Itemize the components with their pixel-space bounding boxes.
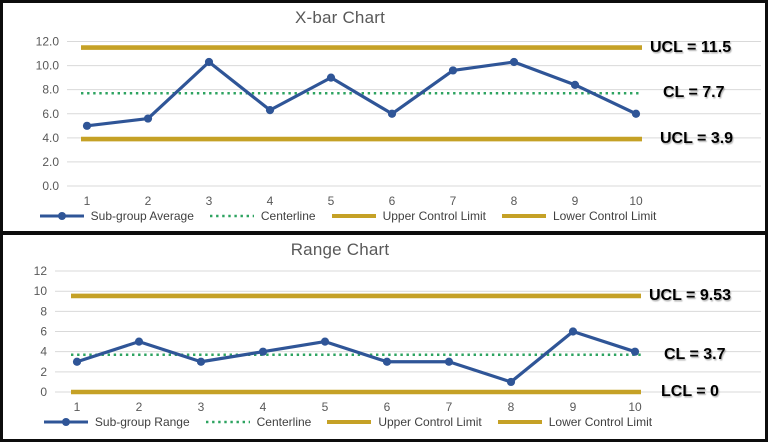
- lcl-annotation: LCL = 0: [661, 383, 719, 400]
- legend-label: Upper Control Limit: [378, 415, 482, 429]
- x-tick-label: 8: [508, 400, 515, 414]
- cl-annotation: CL = 3.7: [664, 345, 726, 363]
- y-tick-label: 12: [34, 264, 48, 278]
- xbar-chart-panel: X-bar Chart 0.0 2.0 4.0 6.0 8.0 10.0 12.0 1 2 3 4 5…: [3, 3, 765, 231]
- y-tick-label: 8: [40, 304, 47, 318]
- y-tick-label: 12.0: [36, 35, 60, 49]
- xbar-chart-plot[interactable]: 0.0 2.0 4.0 6.0 8.0 10.0 12.0 1 2 3 4 5 6 7 8 9 10: [3, 29, 765, 209]
- ucl-annotation: UCL = 11.5: [650, 38, 732, 56]
- legend-item: Centerline: [205, 415, 312, 429]
- panel-divider: [3, 231, 765, 235]
- data-point-marker: [630, 347, 640, 356]
- x-tick-label: 1: [74, 400, 81, 414]
- data-point-marker: [72, 357, 82, 366]
- legend-label: Centerline: [260, 209, 316, 223]
- lcl-annotation: UCL = 3.9: [660, 130, 734, 148]
- x-tick-label: 2: [136, 400, 143, 414]
- y-tick-label: 0: [40, 385, 47, 399]
- data-point-marker: [387, 109, 397, 118]
- ucl-annotation: UCL = 9.53: [649, 286, 731, 304]
- chart-title: Range Chart: [290, 240, 390, 259]
- data-point-marker: [82, 121, 92, 130]
- data-point-marker: [631, 109, 641, 118]
- x-tick-label: 6: [384, 400, 391, 414]
- range-chart-panel: Range Chart 0 2 4 6 8 10 12 1 2 3 4 5 6 7 8 9 10 UCL = 9…: [3, 235, 765, 439]
- data-point-marker: [258, 347, 268, 356]
- x-tick-label: 4: [267, 194, 274, 208]
- legend-sample-solid: [331, 214, 376, 218]
- data-point-marker: [196, 357, 206, 366]
- chart-title: X-bar Chart: [294, 8, 386, 27]
- x-tick-label: 9: [570, 400, 577, 414]
- y-tick-label: 2: [40, 365, 47, 379]
- legend-sample-solid: [497, 420, 542, 424]
- y-tick-label: 10.0: [36, 59, 60, 73]
- x-tick-label: 3: [198, 400, 205, 414]
- data-point-marker: [448, 66, 458, 75]
- legend-label: Upper Control Limit: [382, 209, 486, 223]
- legend-item: Sub-group Average: [39, 209, 194, 223]
- legend-marker: [61, 418, 70, 426]
- x-tick-label: 5: [322, 400, 329, 414]
- y-tick-label: 8.0: [42, 83, 59, 97]
- legend-label: Lower Control Limit: [548, 415, 653, 429]
- legend-sample-line-marker: [39, 212, 84, 220]
- x-tick-label: 6: [389, 194, 396, 208]
- y-tick-label: 0.0: [42, 179, 59, 193]
- data-point-marker: [509, 57, 519, 67]
- legend-sample-solid: [501, 214, 546, 218]
- x-tick-label: 10: [628, 400, 642, 414]
- legend-label: Sub-group Range: [94, 415, 190, 429]
- data-point-marker: [444, 357, 454, 366]
- data-point-marker: [568, 327, 578, 336]
- data-point-marker: [570, 80, 580, 89]
- legend-item: Lower Control Limit: [501, 209, 657, 223]
- legend-sample-solid: [327, 420, 372, 424]
- x-tick-label: 1: [84, 194, 91, 208]
- y-tick-label: 4.0: [42, 131, 59, 145]
- series-line: [86, 60, 637, 128]
- x-tick-label: 7: [446, 400, 453, 414]
- data-point-marker: [134, 337, 144, 346]
- legend-label: Lower Control Limit: [552, 209, 657, 223]
- y-tick-label: 10: [34, 284, 48, 298]
- legend-sample-dotted: [209, 214, 254, 218]
- data-point-marker: [265, 106, 275, 115]
- legend-label: Sub-group Average: [90, 209, 194, 223]
- x-tick-label: 8: [511, 194, 518, 208]
- x-tick-label: 2: [145, 194, 152, 208]
- data-point-marker: [143, 114, 153, 123]
- legend-marker: [57, 212, 66, 220]
- y-tick-label: 6.0: [42, 107, 59, 121]
- x-tick-label: 3: [206, 194, 213, 208]
- data-point-marker: [506, 377, 516, 387]
- data-point-marker: [204, 57, 214, 67]
- data-point-marker: [382, 357, 392, 366]
- range-chart-legend: Sub-group Range Centerline Upper Control L…: [3, 415, 765, 429]
- xbar-chart-legend: Sub-group Average Centerline Upper Control…: [3, 209, 765, 223]
- x-tick-label: 5: [328, 194, 335, 208]
- legend-sample-dotted: [205, 420, 250, 424]
- legend-item: Sub-group Range: [43, 415, 190, 429]
- y-tick-label: 2.0: [42, 155, 59, 169]
- y-tick-label: 6: [40, 325, 47, 339]
- legend-item: Lower Control Limit: [497, 415, 653, 429]
- legend-item: Centerline: [209, 209, 316, 223]
- legend-sample-line-marker: [43, 418, 88, 426]
- cl-annotation: CL = 7.7: [663, 84, 725, 102]
- x-tick-label: 4: [260, 400, 267, 414]
- legend-item: Upper Control Limit: [331, 209, 486, 223]
- legend-item: Upper Control Limit: [327, 415, 482, 429]
- legend-label: Centerline: [256, 415, 312, 429]
- x-tick-label: 9: [572, 194, 579, 208]
- x-tick-label: 7: [450, 194, 457, 208]
- data-point-marker: [326, 73, 336, 82]
- y-tick-label: 4: [40, 345, 47, 359]
- x-tick-label: 10: [629, 194, 643, 208]
- data-point-marker: [320, 337, 330, 346]
- series-line: [76, 329, 636, 384]
